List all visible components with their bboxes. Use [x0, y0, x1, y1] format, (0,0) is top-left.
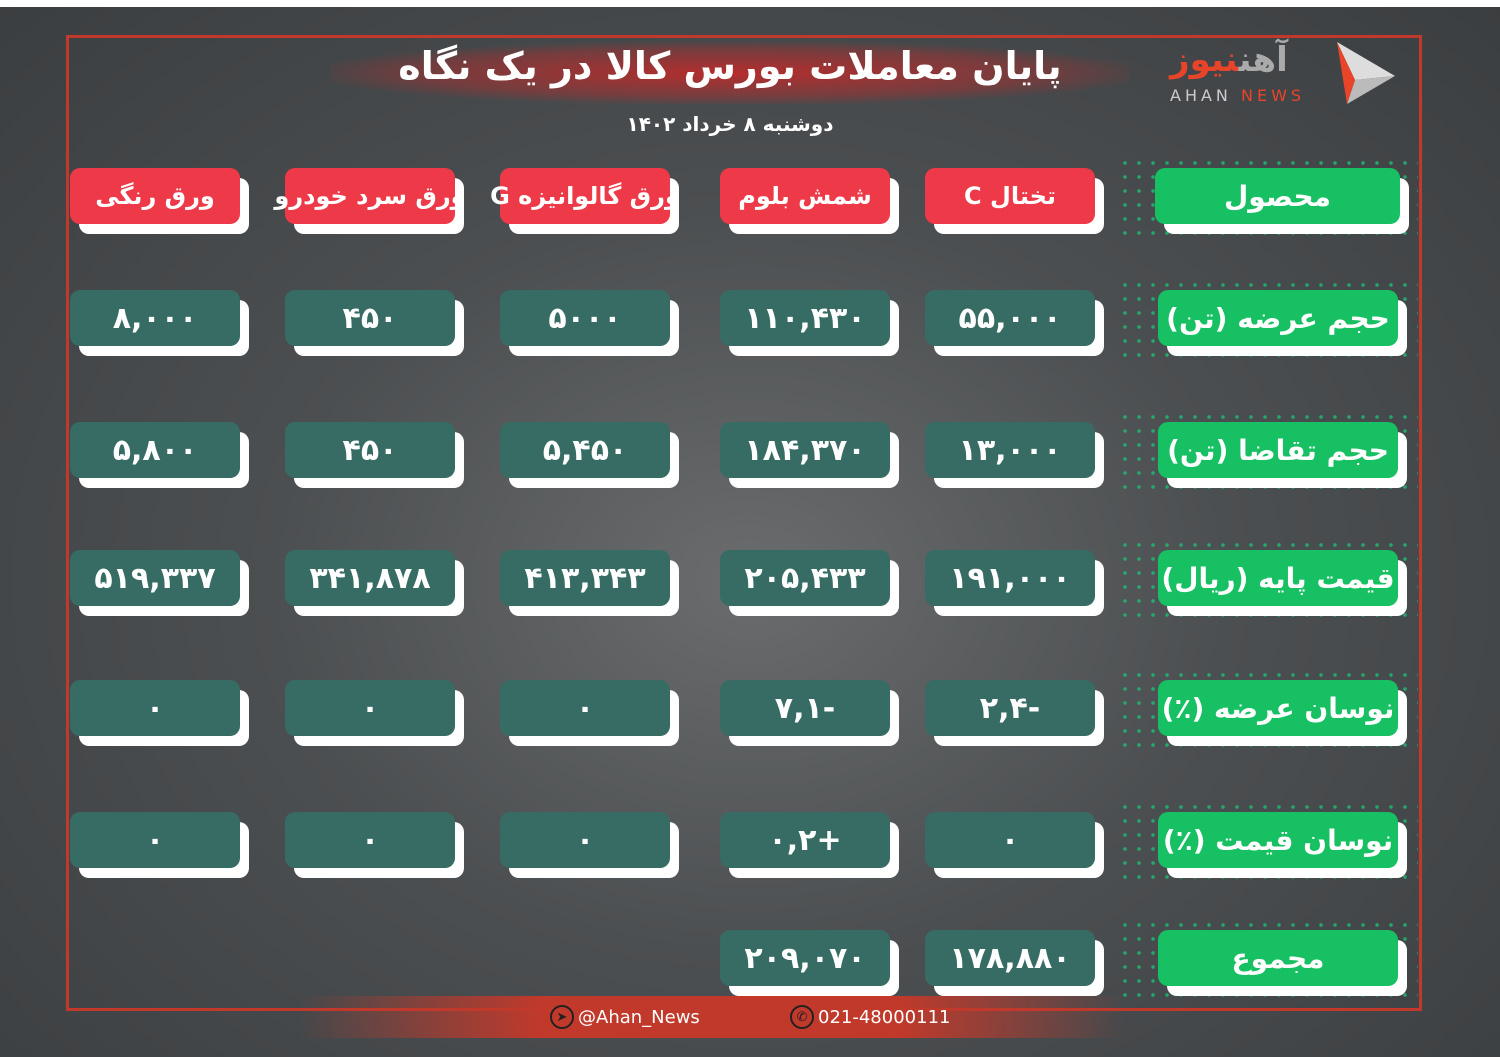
- table-cell: ۰: [70, 680, 240, 736]
- row-label: مجموع: [1158, 930, 1398, 986]
- column-header: تختال C: [925, 168, 1095, 224]
- table-cell: ۵۵,۰۰۰: [925, 290, 1095, 346]
- phone-icon: ✆: [790, 1005, 814, 1029]
- row-label: نوسان قیمت (٪): [1158, 812, 1398, 868]
- table-cell: ۱۷۸,۸۸۰: [925, 930, 1095, 986]
- table-cell: ۵,۴۵۰: [500, 422, 670, 478]
- table-cell: ۳۴۱,۸۷۸: [285, 550, 455, 606]
- row-header-product: محصول: [1155, 168, 1400, 224]
- table-cell: ۲۰۹,۰۷۰: [720, 930, 890, 986]
- table-cell: ۱۱۰,۴۳۰: [720, 290, 890, 346]
- footer-band: [0, 996, 1500, 1038]
- column-header: شمش بلوم: [720, 168, 890, 224]
- telegram-icon: ➤: [550, 1005, 574, 1029]
- table-cell: ۰: [285, 812, 455, 868]
- table-cell: ۵۱۹,۳۳۷: [70, 550, 240, 606]
- telegram-link[interactable]: ➤ @Ahan_News: [550, 1005, 700, 1029]
- table-cell: ۰: [70, 812, 240, 868]
- row-label: حجم عرضه (تن): [1158, 290, 1398, 346]
- logo-text-en: AHAN NEWS: [1170, 86, 1306, 105]
- table-cell: ۱۳,۰۰۰: [925, 422, 1095, 478]
- top-band: [0, 0, 1500, 7]
- table-cell: ۱۸۴,۳۷۰: [720, 422, 890, 478]
- table-cell: -۷,۱: [720, 680, 890, 736]
- row-label: حجم تقاضا (تن): [1158, 422, 1398, 478]
- row-label: نوسان عرضه (٪): [1158, 680, 1398, 736]
- table-cell: ۲۰۵,۴۳۳: [720, 550, 890, 606]
- table-cell: ۱۹۱,۰۰۰: [925, 550, 1095, 606]
- title-glow: [330, 42, 1130, 104]
- table-cell: ۵۰۰۰: [500, 290, 670, 346]
- table-cell: ۸,۰۰۰: [70, 290, 240, 346]
- paper-plane-icon: [1337, 42, 1395, 104]
- phone-number: 021-48000111: [818, 1006, 951, 1028]
- logo-text-fa: آهننیوز: [1170, 40, 1288, 80]
- table-cell: +۰,۲: [720, 812, 890, 868]
- table-cell: ۰: [285, 680, 455, 736]
- table-cell: ۴۵۰: [285, 422, 455, 478]
- column-header: ورق سرد خودرو: [274, 168, 466, 224]
- table-cell: ۰: [925, 812, 1095, 868]
- phone-link[interactable]: ✆ 021-48000111: [790, 1005, 950, 1029]
- row-label: قیمت پایه (ریال): [1158, 550, 1398, 606]
- table-cell: ۵,۸۰۰: [70, 422, 240, 478]
- column-header: ورق رنگی: [70, 168, 240, 224]
- column-header: ورق گالوانیزه G: [490, 168, 680, 224]
- table-cell: -۲,۴: [925, 680, 1095, 736]
- table-cell: ۰: [500, 680, 670, 736]
- page-title: پایان معاملات بورس کالا در یک نگاه: [398, 44, 1062, 88]
- table-cell: ۰: [500, 812, 670, 868]
- telegram-handle: @Ahan_News: [578, 1006, 700, 1028]
- table-cell: ۴۵۰: [285, 290, 455, 346]
- logo: آهننیوز AHAN NEWS: [1165, 40, 1405, 110]
- table-cell: ۴۱۳,۳۴۳: [500, 550, 670, 606]
- date: دوشنبه ۸ خرداد ۱۴۰۲: [626, 112, 834, 136]
